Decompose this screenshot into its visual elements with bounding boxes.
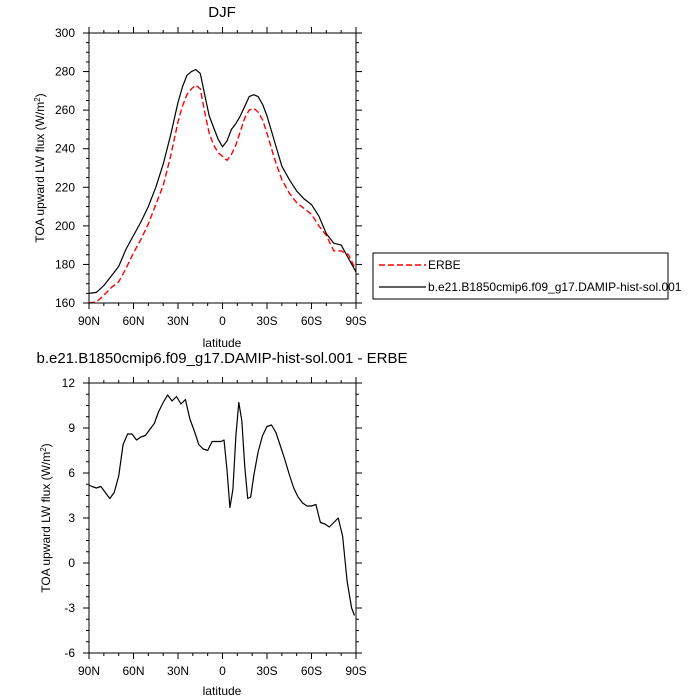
y-tick-label: 220 (55, 180, 75, 194)
x-tick-label: 0 (219, 314, 226, 328)
chart-top-title: DJF (208, 4, 236, 21)
chart-top-legend: ERBE b.e21.B1850cmip6.f09_g17.DAMIP-hist… (372, 252, 682, 300)
chart-top-ticks (83, 27, 362, 309)
chart-bottom-title: b.e21.B1850cmip6.f09_g17.DAMIP-hist-sol.… (36, 350, 407, 367)
x-tick-label: 90N (78, 664, 100, 678)
series-line-erbe (88, 84, 357, 304)
x-tick-label: 30S (256, 664, 277, 678)
chart-bottom: b.e21.B1850cmip6.f09_g17.DAMIP-hist-sol.… (36, 350, 407, 698)
legend-box (372, 252, 669, 300)
chart-top-y-axis-label: TOA upward LW flux (W/m2) (33, 93, 48, 242)
x-tick-label: 0 (219, 664, 226, 678)
y-tick-label: -6 (64, 646, 75, 660)
chart-bottom-ticks (83, 377, 362, 659)
y-tick-label: 0 (68, 556, 75, 570)
y-tick-label: 6 (68, 466, 75, 480)
y-tick-label: 180 (55, 257, 75, 271)
x-tick-label: 60S (301, 664, 322, 678)
legend-label-model: b.e21.B1850cmip6.f09_g17.DAMIP-hist-sol.… (428, 280, 682, 294)
y-tick-label: 12 (62, 376, 76, 390)
series-line-difference (88, 394, 356, 616)
chart-bottom-y-axis-label: TOA upward LW flux (W/m2) (39, 443, 54, 592)
chart-bottom-tick-labels: 90N 60N 30N 0 30S 60S 90S -6 -3 0 3 6 9 12 (62, 376, 367, 678)
y-tick-label: 9 (68, 421, 75, 435)
chart-top-frame (88, 32, 357, 304)
y-tick-label: 200 (55, 219, 75, 233)
y-tick-label: 160 (55, 296, 75, 310)
x-tick-label: 60S (301, 314, 322, 328)
chart-bottom-x-axis-label: latitude (203, 684, 242, 698)
x-tick-label: 90S (345, 314, 366, 328)
y-tick-label: 300 (55, 26, 75, 40)
chart-top: DJF 90N 60N 30N 0 30S 60S 90S 160 180 200 220 240 26… (33, 4, 682, 350)
chart-top-x-axis-label: latitude (203, 336, 242, 350)
y-tick-label: 280 (55, 65, 75, 79)
chart-bottom-frame (88, 382, 357, 654)
chart-bottom-series (88, 394, 356, 616)
x-tick-label: 90S (345, 664, 366, 678)
x-tick-label: 30N (167, 314, 189, 328)
x-tick-label: 30N (167, 664, 189, 678)
y-tick-label: 240 (55, 142, 75, 156)
series-line-model (88, 68, 357, 294)
y-tick-label: 260 (55, 103, 75, 117)
x-tick-label: 60N (122, 314, 144, 328)
x-tick-label: 60N (122, 664, 144, 678)
x-tick-label: 90N (78, 314, 100, 328)
x-tick-label: 30S (256, 314, 277, 328)
chart-top-series (88, 68, 357, 304)
chart-top-tick-labels: 90N 60N 30N 0 30S 60S 90S 160 180 200 220 240 260 280… (55, 26, 367, 328)
y-tick-label: 3 (68, 511, 75, 525)
legend-label-erbe: ERBE (428, 258, 461, 272)
y-tick-label: -3 (64, 601, 75, 615)
